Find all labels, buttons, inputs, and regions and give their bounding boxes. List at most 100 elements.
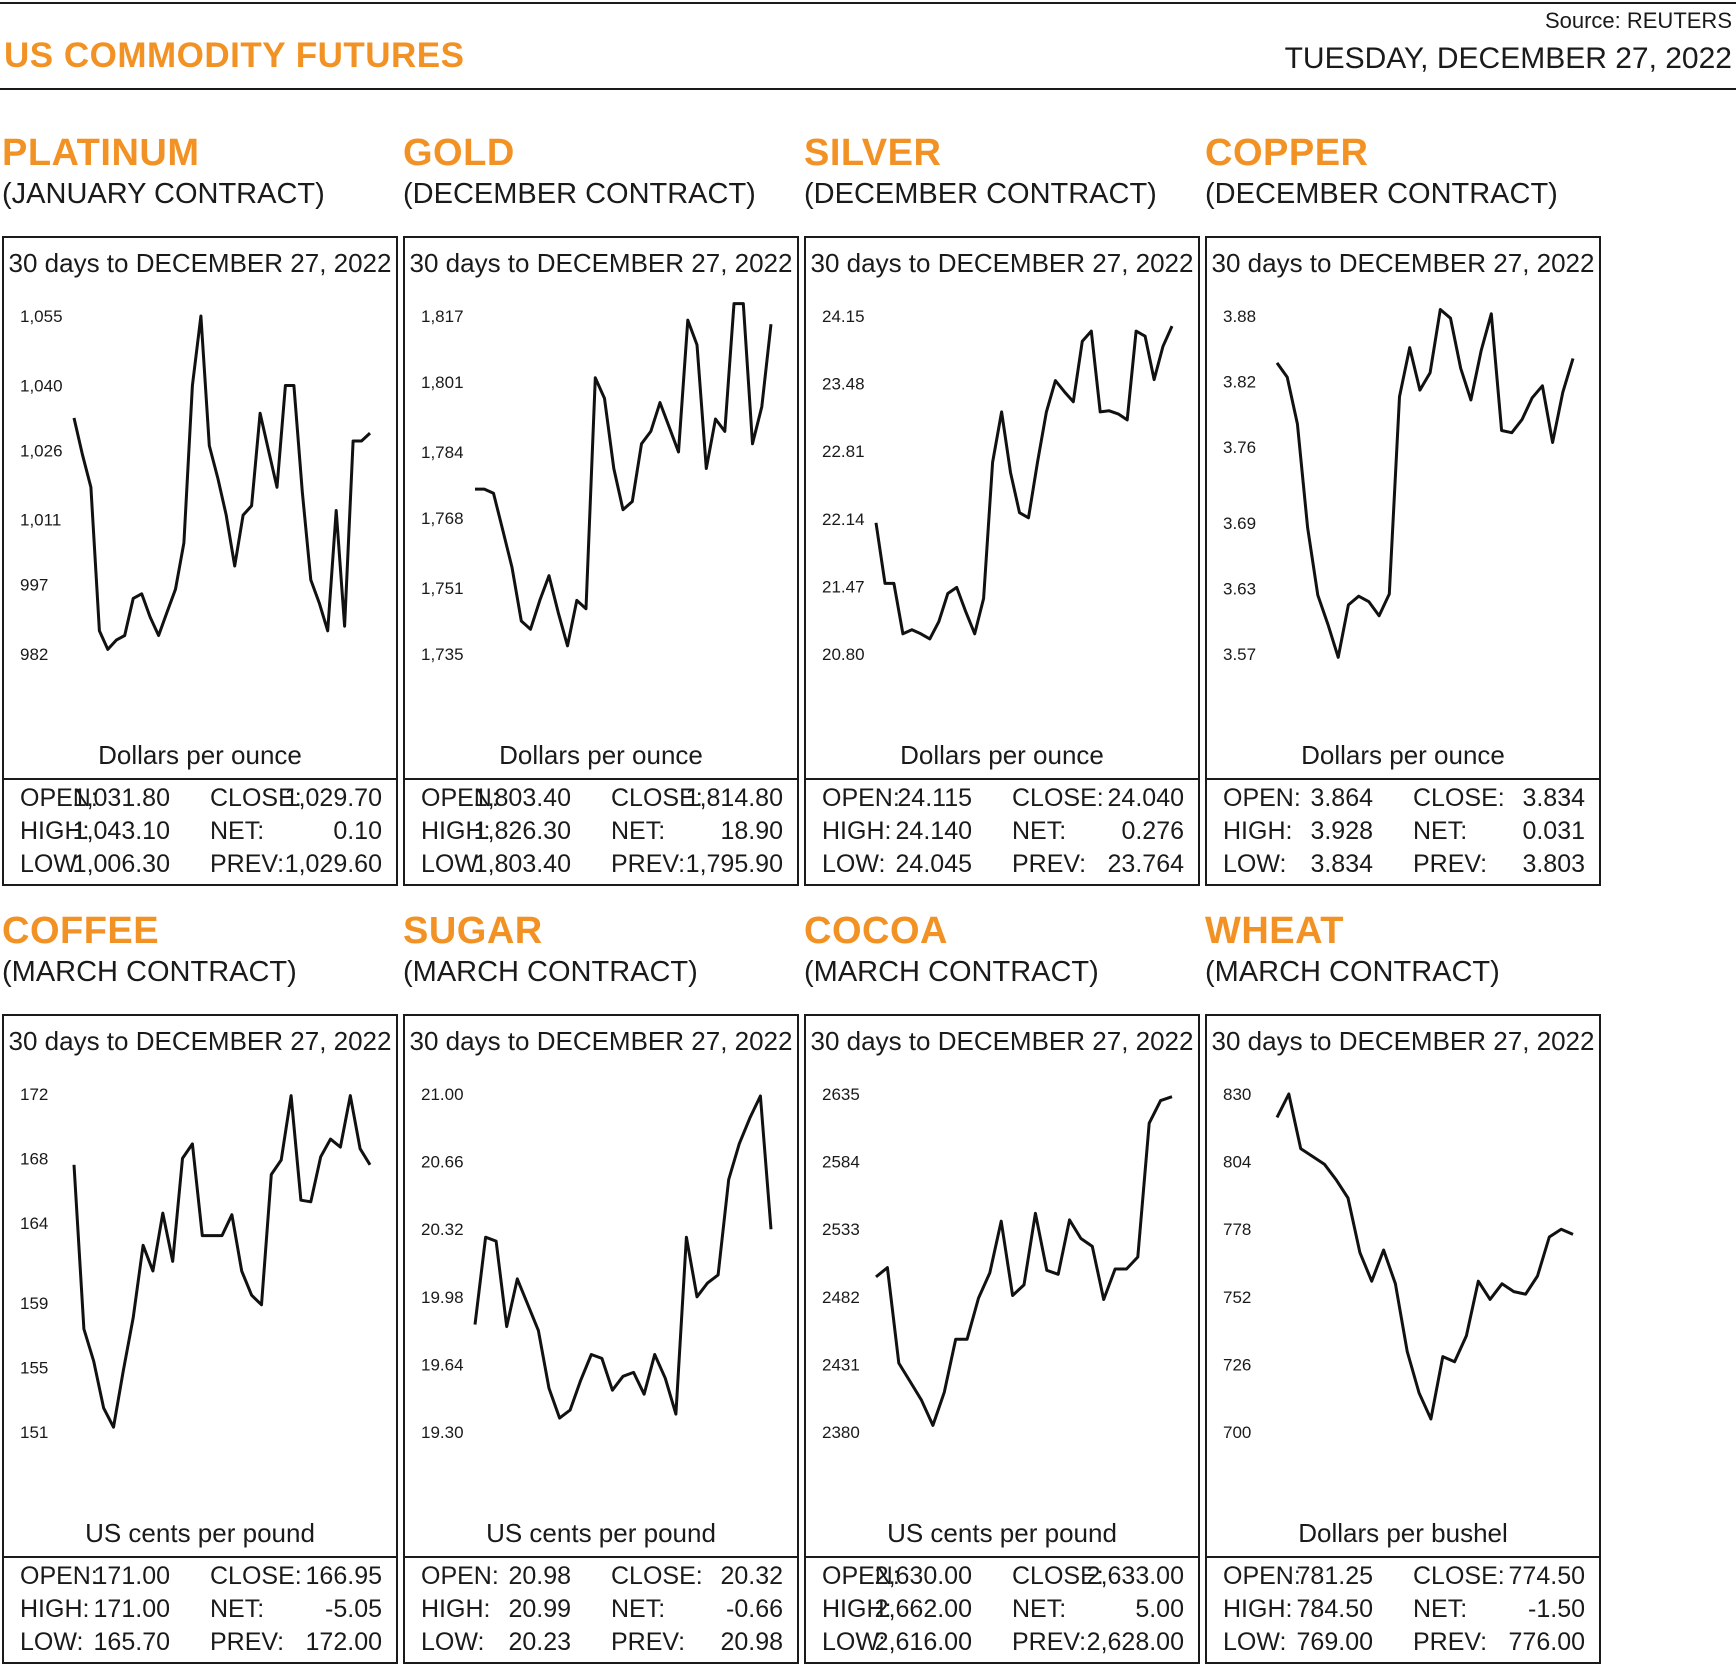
price-line bbox=[475, 302, 773, 648]
y-tick-label: 1,784 bbox=[421, 443, 464, 462]
low-label: LOW: bbox=[822, 850, 886, 878]
prev-value: 1,029.60 bbox=[284, 850, 382, 878]
y-tick-label: 778 bbox=[1223, 1220, 1251, 1239]
open-value: 3.864 bbox=[1310, 784, 1373, 812]
price-stats: OPEN: 20.98 CLOSE: 20.32 HIGH: 20.99 NET: -0.66… bbox=[405, 1556, 797, 1664]
commodity-name: WHEAT bbox=[1205, 910, 1344, 952]
y-tick-label: 22.14 bbox=[822, 510, 865, 529]
open-value: 24.115 bbox=[897, 784, 972, 812]
unit-label: Dollars per ounce bbox=[98, 740, 302, 770]
y-tick-label: 19.64 bbox=[421, 1355, 464, 1374]
net-label: NET: bbox=[1413, 1595, 1468, 1623]
price-line bbox=[874, 325, 1174, 641]
open-label: OPEN: bbox=[1223, 784, 1301, 812]
high-value: 171.00 bbox=[93, 1595, 170, 1623]
unit-label: US cents per pound bbox=[887, 1518, 1117, 1548]
low-label: LOW: bbox=[421, 1628, 485, 1656]
period-label: 30 days to DECEMBER 27, 2022 bbox=[8, 248, 392, 278]
y-tick-label: 22.81 bbox=[822, 442, 865, 461]
prev-label: PREV: bbox=[210, 1628, 285, 1656]
price-stats: OPEN: 1,803.40 CLOSE: 1,814.80 HIGH: 1,826.30… bbox=[405, 778, 797, 886]
prev-label: PREV: bbox=[1413, 1628, 1488, 1656]
contract-label: (DECEMBER CONTRACT) bbox=[403, 178, 756, 210]
price-stats: OPEN: 1,031.80 CLOSE: 1,029.70 HIGH: 1,043.10… bbox=[4, 778, 396, 886]
y-tick-label: 1,040 bbox=[20, 376, 63, 395]
open-value: 20.98 bbox=[508, 1562, 571, 1590]
y-tick-label: 3.82 bbox=[1223, 372, 1256, 391]
net-label: NET: bbox=[611, 817, 666, 845]
open-label: OPEN: bbox=[822, 784, 900, 812]
y-tick-label: 20.66 bbox=[421, 1153, 464, 1172]
net-label: NET: bbox=[210, 1595, 265, 1623]
high-label: HIGH: bbox=[822, 817, 892, 845]
y-tick-label: 151 bbox=[20, 1423, 48, 1442]
line-chart: 3.57 3.63 3.69 3.76 3.82 3.88 bbox=[1223, 307, 1575, 664]
commodity-name: COCOA bbox=[804, 910, 948, 952]
prev-value: 2,628.00 bbox=[1086, 1628, 1184, 1656]
prev-value: 1,795.90 bbox=[685, 850, 783, 878]
y-tick-label: 997 bbox=[20, 576, 48, 595]
period-label: 30 days to DECEMBER 27, 2022 bbox=[1211, 1026, 1595, 1056]
open-value: 2,630.00 bbox=[874, 1562, 972, 1590]
net-value: 18.90 bbox=[720, 817, 783, 845]
line-chart: 19.30 19.64 19.98 20.32 20.66 21.00 bbox=[421, 1085, 773, 1442]
unit-label: Dollars per ounce bbox=[499, 740, 703, 770]
y-tick-label: 3.57 bbox=[1223, 645, 1256, 664]
y-tick-label: 752 bbox=[1223, 1288, 1251, 1307]
prev-label: PREV: bbox=[611, 850, 686, 878]
y-tick-label: 1,768 bbox=[421, 509, 464, 528]
close-value: 20.32 bbox=[720, 1562, 783, 1590]
high-value: 3.928 bbox=[1310, 817, 1373, 845]
source-credit: Source: REUTERS bbox=[1544, 8, 1732, 33]
chart-box: 30 days to DECEMBER 27, 2022 151 155 159 164… bbox=[2, 1014, 398, 1664]
price-stats: OPEN: 24.115 CLOSE: 24.040 HIGH: 24.140 NET: 0.… bbox=[806, 778, 1198, 886]
close-label: CLOSE: bbox=[611, 784, 703, 812]
low-value: 24.045 bbox=[895, 850, 972, 878]
line-chart: 982 997 1,011 1,026 1,040 1,055 bbox=[20, 307, 372, 664]
open-value: 171.00 bbox=[93, 1562, 170, 1590]
period-label: 30 days to DECEMBER 27, 2022 bbox=[1211, 248, 1595, 278]
price-stats: OPEN: 2,630.00 CLOSE: 2,633.00 HIGH: 2,662.00… bbox=[806, 1556, 1198, 1664]
y-tick-label: 19.30 bbox=[421, 1423, 464, 1442]
net-value: -1.50 bbox=[1528, 1595, 1585, 1623]
low-label: LOW: bbox=[20, 1628, 84, 1656]
contract-label: (DECEMBER CONTRACT) bbox=[1205, 178, 1558, 210]
commodity-name: SILVER bbox=[804, 132, 942, 174]
close-label: CLOSE: bbox=[210, 1562, 302, 1590]
low-label: LOW: bbox=[20, 850, 84, 878]
net-value: 0.276 bbox=[1121, 817, 1184, 845]
close-label: CLOSE: bbox=[611, 1562, 703, 1590]
y-tick-label: 164 bbox=[20, 1214, 48, 1233]
y-tick-label: 830 bbox=[1223, 1085, 1251, 1104]
prev-value: 23.764 bbox=[1107, 850, 1184, 878]
unit-label: US cents per pound bbox=[85, 1518, 315, 1548]
low-label: LOW: bbox=[1223, 850, 1287, 878]
prev-label: PREV: bbox=[1012, 850, 1087, 878]
y-tick-label: 2635 bbox=[822, 1085, 860, 1104]
net-value: 0.10 bbox=[333, 817, 382, 845]
page-title: US COMMODITY FUTURES bbox=[4, 36, 465, 75]
net-value: 0.031 bbox=[1522, 817, 1585, 845]
price-line bbox=[72, 1094, 372, 1429]
contract-label: (MARCH CONTRACT) bbox=[1205, 956, 1500, 988]
prev-label: PREV: bbox=[210, 850, 285, 878]
net-label: NET: bbox=[1012, 817, 1067, 845]
high-value: 784.50 bbox=[1296, 1595, 1373, 1623]
y-tick-label: 726 bbox=[1223, 1355, 1251, 1374]
low-value: 165.70 bbox=[93, 1628, 170, 1656]
low-label: LOW: bbox=[822, 1628, 886, 1656]
price-line bbox=[1275, 1092, 1574, 1421]
close-value: 166.95 bbox=[305, 1562, 382, 1590]
close-value: 24.040 bbox=[1107, 784, 1184, 812]
price-stats: OPEN: 171.00 CLOSE: 166.95 HIGH: 171.00 NET: -5… bbox=[4, 1556, 396, 1664]
net-label: NET: bbox=[611, 1595, 666, 1623]
line-chart: 1,735 1,751 1,768 1,784 1,801 1,817 bbox=[421, 302, 773, 664]
net-value: 5.00 bbox=[1135, 1595, 1184, 1623]
prev-value: 776.00 bbox=[1508, 1628, 1585, 1656]
commodity-name: PLATINUM bbox=[2, 132, 200, 174]
net-label: NET: bbox=[1413, 817, 1468, 845]
y-tick-label: 2533 bbox=[822, 1220, 860, 1239]
open-label: OPEN: bbox=[822, 1562, 900, 1590]
high-label: HIGH: bbox=[20, 1595, 90, 1623]
close-value: 1,814.80 bbox=[685, 784, 783, 812]
